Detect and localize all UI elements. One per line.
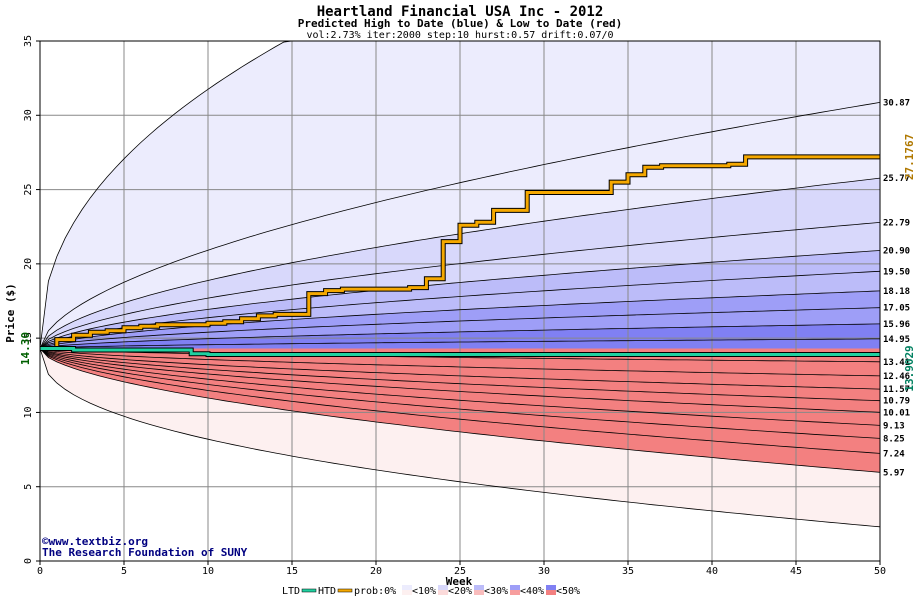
legend-label: prob:0%: [354, 586, 396, 597]
upper-band-end-label: 17.05: [883, 304, 910, 314]
upper-band-end-label: 14.95: [883, 335, 910, 345]
legend-swatch-red: [474, 590, 484, 595]
band-boundary-line: [39, 348, 881, 439]
legend-swatch-red: [402, 590, 412, 595]
legend-swatch-blue: [474, 585, 484, 590]
x-tick-label: 35: [622, 566, 634, 577]
legend-swatch-red: [510, 590, 520, 595]
band-boundary-line: [39, 348, 881, 390]
y-tick-label: 20: [23, 258, 34, 270]
chart-subtitle: Predicted High to Date (blue) & Low to D…: [298, 17, 623, 30]
lower-band-end-label: 10.01: [883, 408, 910, 418]
band-boundary-line: [39, 290, 881, 349]
band-boundary-line: [39, 348, 881, 454]
lower-band-end-label: 12.46: [883, 372, 910, 382]
y-tick-label: 5: [23, 484, 34, 490]
upper-band-end-label: 22.79: [883, 218, 910, 228]
x-tick-label: 10: [202, 566, 214, 577]
lower-band-end-label: 11.57: [883, 385, 910, 395]
band-boundary-line: [39, 338, 880, 349]
band-boundary-line: [39, 270, 881, 349]
ltd-end-label: 13.9029: [903, 345, 916, 391]
upper-band-end-label: 15.96: [883, 320, 910, 330]
band-boundary-line: [39, 250, 881, 349]
band-boundary-line: [39, 348, 881, 473]
legend: LTD HTD prob:0% <10% <20% <30% <40% <50%: [282, 585, 580, 597]
x-tick-label: 5: [121, 566, 127, 577]
band-boundary-line: [39, 323, 881, 349]
legend-label: <20%: [448, 586, 472, 597]
series-layer: [40, 154, 880, 357]
x-tick-label: 0: [37, 566, 43, 577]
y-tick-label: 35: [23, 35, 34, 47]
legend-label: <10%: [412, 586, 436, 597]
upper-band-end-label: 19.50: [883, 267, 910, 277]
x-tick-label: 20: [370, 566, 382, 577]
legend-swatch-blue: [438, 585, 448, 590]
legend-label: <50%: [556, 586, 580, 597]
lower-band-end-label: 10.79: [883, 397, 910, 407]
band-boundary-line: [39, 102, 881, 349]
band-boundary-line: [39, 348, 881, 402]
band-boundary-line: [39, 348, 881, 363]
end-value-labels: 30.87 25.77 22.79 20.90 19.50 18.18 17.05 15.96…: [883, 98, 916, 478]
y-tick-label: 25: [23, 184, 34, 196]
band-boundary-line: [39, 348, 881, 426]
start-price-label: 14.30: [19, 332, 32, 365]
y-tick-label: 15: [23, 332, 34, 344]
x-tick-label: 40: [706, 566, 718, 577]
chart-title: Heartland Financial USA Inc - 2012: [317, 4, 604, 20]
legend-label: LTD: [282, 586, 300, 597]
band-boundary-line: [39, 307, 881, 349]
legend-swatch-ltd: [301, 588, 317, 593]
lower-band-end-label: 7.24: [883, 449, 905, 459]
legend-swatch-blue: [402, 585, 412, 590]
legend-label: <40%: [520, 586, 544, 597]
credit-site: ©www.textbiz.org: [42, 535, 148, 548]
y-tick-label: 0: [23, 558, 34, 564]
x-tick-label: 50: [874, 566, 886, 577]
y-tick-label: 10: [23, 406, 34, 418]
ltd-line: [40, 347, 880, 356]
x-tick-label: 30: [538, 566, 550, 577]
lower-band-end-label: 5.97: [883, 468, 905, 478]
legend-swatch-htd: [337, 588, 353, 593]
legend-label: HTD: [318, 586, 336, 597]
htd-end-label: 27.1767: [903, 134, 916, 180]
lower-band-end-label: 8.25: [883, 434, 905, 444]
upper-band-end-label: 25.77: [883, 174, 910, 184]
axes: 0 5 10 15 20 25 30 35 40 45 50 0 5 10 15 20 25 30 35 14.30: [19, 35, 886, 577]
chart-params: vol:2.73% iter:2000 step:10 hurst:0.57 d…: [306, 30, 613, 41]
legend-swatch-red: [438, 590, 448, 595]
y-tick-label: 30: [23, 109, 34, 121]
x-axis-label: Week: [446, 575, 473, 588]
band-boundary-line: [39, 222, 881, 349]
upper-band-end-label: 18.18: [883, 287, 910, 297]
htd-line: [40, 155, 880, 350]
y-axis-label: Price ($): [4, 283, 17, 343]
upper-band-end-label: 20.90: [883, 246, 910, 256]
upper-band-end-label: 30.87: [883, 98, 910, 108]
legend-label: <30%: [484, 586, 508, 597]
credit-org: The Research Foundation of SUNY: [42, 546, 248, 559]
lower-band-end-label: 9.13: [883, 421, 905, 431]
x-tick-label: 25: [454, 566, 466, 577]
legend-swatch-red: [546, 590, 556, 595]
band-boundary-line: [39, 348, 881, 528]
legend-swatch-blue: [546, 585, 556, 590]
x-tick-label: 15: [286, 566, 298, 577]
legend-swatch-blue: [510, 585, 520, 590]
x-tick-label: 45: [790, 566, 802, 577]
band-boundary-line: [39, 348, 881, 377]
band-boundary-line: [39, 348, 881, 413]
lower-band-end-label: 13.41: [883, 358, 910, 368]
